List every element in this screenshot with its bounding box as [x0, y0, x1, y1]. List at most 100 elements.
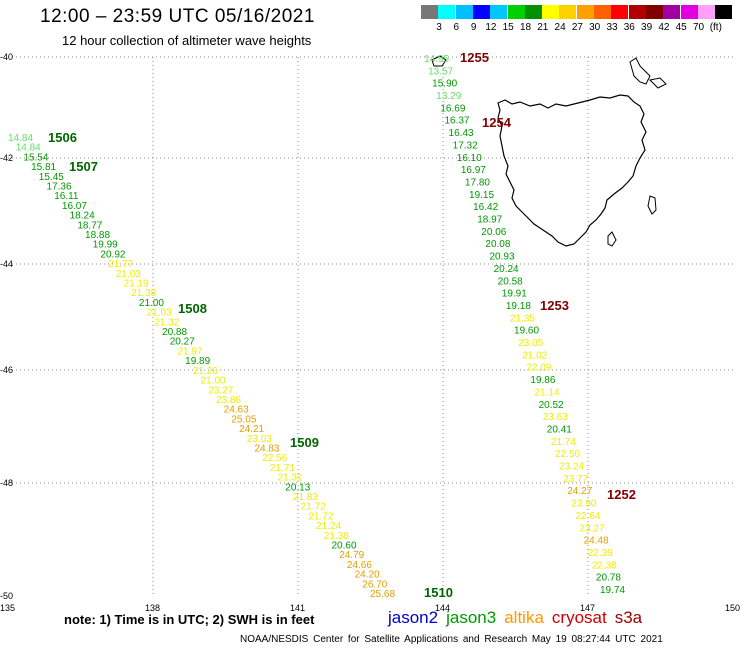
- swh-reading-west: 19.99: [93, 240, 118, 251]
- legend-jason2: jason2: [388, 608, 439, 627]
- grid-lines: [8, 56, 733, 596]
- altimeter-tracks: 14.8414.8415.5415.8115.4517.3616.1116.07…: [8, 54, 625, 600]
- swh-reading-west: 20.92: [100, 249, 125, 260]
- swh-reading-west: 20.13: [285, 482, 310, 493]
- swh-reading-east: 20.08: [485, 239, 510, 250]
- longitude-label: 135: [0, 603, 15, 613]
- flinders-island-coastline: [629, 57, 651, 85]
- pass-number: 1509: [290, 435, 319, 450]
- pass-number: 1508: [178, 301, 207, 316]
- colorbar-swatch: [524, 5, 542, 19]
- colorbar-tick-label: 70: [692, 22, 705, 33]
- latitude-label: -50: [0, 591, 13, 601]
- swh-reading-west: 23.27: [208, 385, 233, 396]
- swh-reading-west: 21.03: [116, 269, 141, 280]
- swh-reading-east: 20.41: [547, 424, 572, 435]
- colorbar-tick-label: 6: [453, 22, 460, 33]
- swh-reading-west: 19.89: [185, 356, 210, 367]
- longitude-label: 150: [725, 603, 740, 613]
- swh-reading-east: 19.74: [600, 585, 625, 596]
- swh-reading-west: 24.83: [254, 443, 279, 454]
- swh-reading-east: 19.60: [514, 326, 539, 337]
- colorbar-tick-label: 21: [537, 22, 549, 33]
- colorbar-swatch: [663, 5, 681, 19]
- colorbar-swatch: [594, 5, 611, 19]
- swh-reading-east: 24.48: [584, 536, 609, 547]
- longitude-label: 147: [580, 603, 595, 613]
- swh-reading-east: 16.43: [449, 128, 474, 139]
- swh-reading-east: 19.91: [502, 289, 527, 300]
- swh-reading-west: 21.03: [147, 308, 172, 319]
- colorbar-tick-label: 36: [623, 22, 635, 33]
- swh-reading-west: 21.83: [293, 492, 318, 503]
- colorbar-tick-label: 18: [519, 22, 532, 33]
- colorbar-tick-label: 33: [606, 22, 618, 33]
- swh-reading-west: 21.31: [278, 473, 303, 484]
- colorbar-swatch: [507, 5, 525, 19]
- swh-reading-east: 22.39: [588, 548, 613, 559]
- swh-reading-east: 21.74: [551, 437, 576, 448]
- satellite-legend: jason2 jason3 altika cryosat s3a: [388, 608, 650, 628]
- colorbar-swatch: [542, 5, 560, 19]
- swh-reading-east: 21.02: [522, 350, 547, 361]
- colorbar-tick-label: 45: [675, 22, 687, 33]
- swh-reading-west: 14.84: [16, 143, 41, 154]
- swh-reading-west: 24.79: [339, 550, 364, 561]
- colorbar-swatch: [628, 5, 646, 19]
- latitude-label: -44: [0, 259, 13, 269]
- colorbar-swatch: [715, 5, 733, 19]
- latitude-label: -42: [0, 153, 13, 163]
- colorbar-swatch: [576, 5, 594, 19]
- footer-credit: NOAA/NESDIS Center for Satellite Applica…: [240, 634, 663, 645]
- swh-reading-west: 24.21: [239, 424, 264, 435]
- swh-reading-east: 24.27: [567, 486, 592, 497]
- colorbar-tick-label: 15: [502, 22, 514, 33]
- swh-reading-east: 20.58: [498, 276, 523, 287]
- swh-reading-west: 15.45: [39, 172, 64, 183]
- axis-labels: -40 -42 -44 -46 -48 -50 135 138 141 144 147 150: [0, 52, 740, 613]
- colorbar-tick-label: (ft): [709, 22, 722, 33]
- swh-reading-east: 22.64: [575, 511, 600, 522]
- colorbar-swatch: [697, 5, 715, 19]
- pass-number: 1506: [48, 130, 77, 145]
- swh-reading-east: 23.24: [559, 462, 584, 473]
- swh-reading-west: 15.54: [23, 152, 48, 163]
- swh-reading-west: 20.88: [162, 327, 187, 338]
- swh-reading-east: 19.18: [506, 301, 531, 312]
- swh-reading-east: 23.77: [563, 474, 588, 485]
- swh-reading-east: 23.90: [571, 499, 596, 510]
- pass-number: 1507: [69, 159, 98, 174]
- swh-reading-east: 20.24: [494, 264, 519, 275]
- swh-reading-west: 15.81: [31, 162, 56, 173]
- swh-reading-west: 21.71: [270, 463, 295, 474]
- swh-reading-west: 17.36: [47, 182, 72, 193]
- colorbar-tick-label: 24: [554, 22, 566, 33]
- swh-reading-west: 16.07: [62, 201, 87, 212]
- colorbar-swatch: [645, 5, 663, 19]
- swh-reading-east: 17.32: [453, 140, 478, 151]
- swh-reading-west: 18.24: [70, 211, 95, 222]
- swh-reading-east: 18.97: [477, 215, 502, 226]
- colorbar-swatch: [680, 5, 698, 19]
- swh-reading-west: 24.66: [347, 560, 372, 571]
- swh-reading-west: 26.70: [362, 579, 387, 590]
- pass-number: 1254: [482, 115, 512, 130]
- colorbar-tick-label: 42: [658, 22, 670, 33]
- swh-reading-east: 16.10: [457, 153, 482, 164]
- latitude-label: -46: [0, 365, 13, 375]
- swh-reading-west: 24.20: [355, 570, 380, 581]
- pass-number: 1255: [460, 50, 489, 65]
- king-island-coastline: [431, 55, 447, 67]
- swh-reading-east: 16.37: [444, 116, 469, 127]
- colorbar-tick-label: 9: [470, 22, 477, 33]
- tasmania-coastline: [497, 94, 647, 247]
- south-bruny-coastline: [607, 231, 617, 247]
- swh-reading-west: 21.38: [324, 531, 349, 542]
- swh-reading-east: 16.42: [473, 202, 498, 213]
- swh-reading-west: 23.86: [216, 395, 241, 406]
- swh-reading-west: 21.38: [131, 288, 156, 299]
- pass-number: 1253: [540, 298, 569, 313]
- swh-reading-east: 17.80: [465, 177, 490, 188]
- swh-reading-west: 21.19: [124, 279, 149, 290]
- swh-reading-west: 21.72: [301, 502, 326, 513]
